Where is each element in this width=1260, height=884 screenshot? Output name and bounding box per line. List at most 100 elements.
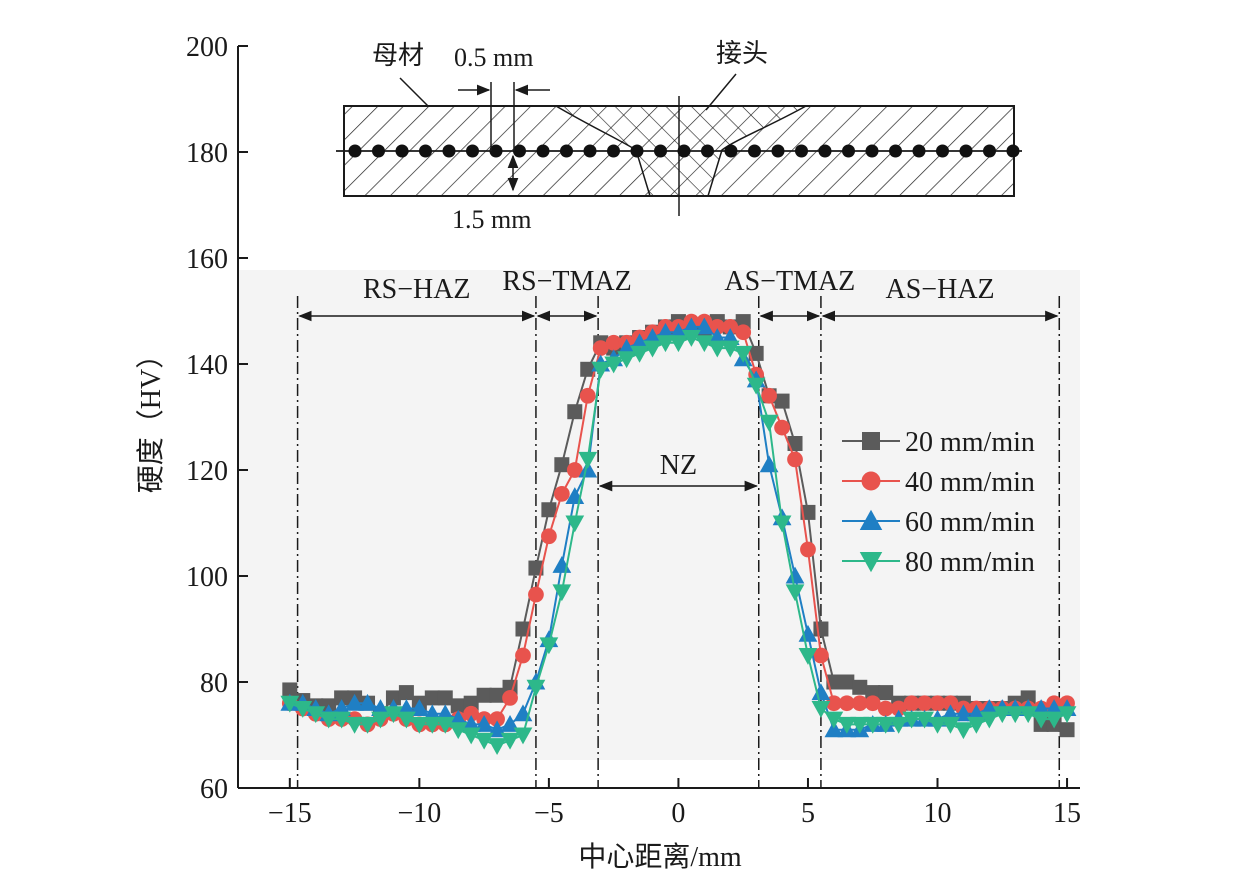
legend-label: 40 mm/min (905, 467, 1035, 498)
data-point (448, 722, 468, 740)
data-point (566, 462, 583, 478)
indent-dot (842, 144, 855, 158)
data-point (761, 387, 777, 404)
data-point (811, 683, 831, 701)
data-point (643, 340, 662, 358)
data-point (1031, 711, 1051, 729)
data-point (630, 345, 649, 363)
data-point (838, 695, 855, 712)
data-point (800, 504, 816, 520)
data-point (565, 515, 585, 533)
data-point (902, 711, 921, 729)
zone-label: NZ (660, 450, 697, 481)
plot-area-background (238, 270, 1080, 760)
indent-dot (724, 144, 738, 158)
data-point (489, 687, 505, 703)
data-point (489, 711, 505, 727)
data-point (876, 716, 896, 734)
data-point (591, 361, 611, 379)
y-tick-label: 180 (186, 138, 228, 169)
data-point (759, 414, 779, 432)
indent-dot (536, 144, 550, 158)
data-point (345, 693, 364, 711)
data-point (735, 324, 752, 341)
indent-dot (607, 144, 620, 158)
data-point (450, 698, 466, 714)
zone-label: AS−TMAZ (724, 266, 855, 297)
data-point (541, 502, 557, 518)
data-point (605, 334, 622, 351)
series-group (280, 330, 1077, 755)
data-point (541, 528, 557, 545)
data-point (487, 738, 507, 755)
data-point (811, 701, 831, 718)
y-tick-label: 100 (186, 562, 228, 593)
data-point (966, 716, 986, 734)
data-point (567, 404, 583, 420)
indent-dot (912, 144, 926, 158)
indent-dot (701, 144, 714, 158)
joint-leader (705, 73, 737, 111)
data-point (979, 711, 999, 729)
base-metal-label: 母材 (372, 41, 424, 70)
spacing-label: 0.5 mm (454, 43, 533, 72)
data-point (579, 387, 596, 404)
data-point (878, 685, 894, 701)
data-point (929, 695, 946, 712)
data-point (384, 706, 403, 724)
data-point (553, 485, 570, 502)
data-point (515, 647, 531, 664)
data-point (733, 345, 753, 363)
data-point (800, 541, 816, 558)
data-point (798, 648, 818, 665)
legend-swatch-marker (859, 509, 883, 530)
data-point (513, 727, 533, 745)
data-point (863, 716, 883, 734)
data-point (852, 679, 868, 695)
data-point (528, 586, 544, 603)
depth-label: 1.5 mm (452, 205, 531, 234)
data-point (826, 695, 842, 712)
data-point (422, 716, 442, 734)
zone-label: RS−HAZ (363, 274, 471, 305)
data-point (580, 361, 596, 377)
data-point (617, 351, 636, 369)
indent-dots (348, 144, 1020, 158)
legend-label: 80 mm/min (905, 547, 1035, 578)
data-point (774, 393, 790, 409)
data-point (1018, 706, 1038, 724)
y-tick-label: 80 (200, 668, 228, 699)
data-point (941, 716, 960, 734)
data-point (358, 716, 377, 734)
data-point (345, 716, 364, 734)
data-point (656, 335, 675, 353)
indent-dot (865, 144, 879, 158)
data-point (798, 624, 818, 642)
data-point (1059, 722, 1075, 738)
legend-swatch-marker (859, 552, 883, 573)
data-point (837, 716, 857, 734)
data-point (437, 690, 453, 706)
data-point (748, 345, 764, 361)
x-tick-label: −15 (268, 798, 312, 829)
data-point (694, 335, 714, 353)
data-point (722, 319, 739, 335)
data-point (839, 674, 855, 690)
data-point (306, 706, 326, 724)
data-point (319, 711, 339, 729)
axes: 60 80 100 120 140 160 180 200 −15 −10 −5 0 5 10 15 中心… (135, 32, 1081, 873)
data-point (774, 419, 790, 436)
indent-dot (348, 144, 362, 158)
data-point (371, 711, 390, 729)
y-tick-label: 160 (186, 244, 228, 275)
data-point (515, 621, 531, 637)
data-point (992, 706, 1012, 724)
legend-swatch-marker (861, 471, 881, 491)
x-tick-label: −5 (534, 798, 564, 829)
zone-label: RS−TMAZ (502, 266, 631, 297)
data-point (334, 690, 350, 706)
y-tick-label: 120 (186, 456, 228, 487)
indent-dot (513, 144, 526, 158)
legend-swatch-marker (862, 432, 880, 450)
data-point (759, 455, 779, 473)
